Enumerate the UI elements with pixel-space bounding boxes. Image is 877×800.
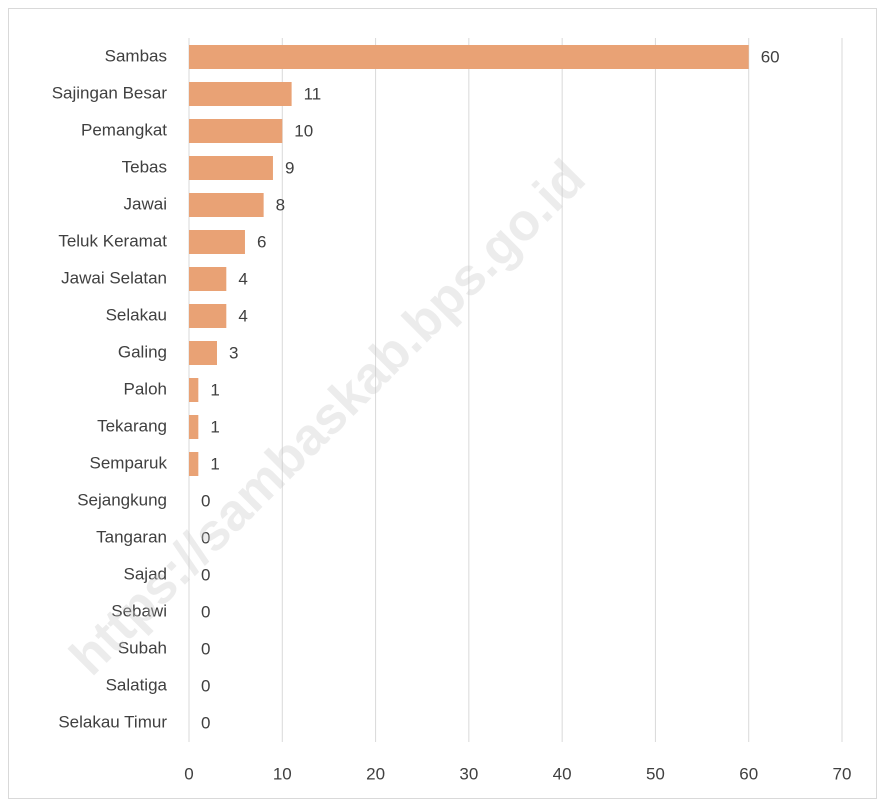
bar (189, 82, 292, 106)
y-tick-label: Jawai (124, 194, 167, 213)
data-label: 11 (304, 84, 322, 103)
data-label: 0 (201, 602, 210, 621)
y-tick-label: Semparuk (90, 453, 168, 472)
bar (189, 415, 199, 439)
y-tick-label: Sajad (124, 564, 167, 583)
x-tick-label: 20 (366, 764, 385, 783)
data-label: 0 (201, 565, 210, 584)
data-label: 0 (201, 713, 210, 732)
data-label: 1 (210, 454, 219, 473)
y-tick-label: Tekarang (97, 416, 167, 435)
y-tick-label: Selakau (106, 305, 167, 324)
y-tick-label: Pemangkat (81, 120, 167, 139)
data-label: 0 (201, 676, 210, 695)
x-tick-label: 30 (459, 764, 478, 783)
chart-border (8, 8, 877, 799)
y-tick-label: Galing (118, 342, 167, 361)
y-tick-label: Sebawi (111, 601, 167, 620)
y-tick-label: Tangaran (96, 527, 167, 546)
bar (189, 452, 199, 476)
x-tick-label: 40 (553, 764, 572, 783)
x-tick-label: 60 (739, 764, 758, 783)
y-tick-label: Teluk Keramat (58, 231, 167, 250)
bar (189, 230, 245, 254)
x-tick-label: 70 (833, 764, 852, 783)
y-tick-label: Salatiga (106, 675, 168, 694)
data-label: 1 (210, 417, 219, 436)
y-tick-label: Jawai Selatan (61, 268, 167, 287)
bar (189, 119, 283, 143)
bar (189, 304, 227, 328)
bar (189, 156, 273, 180)
y-tick-label: Subah (118, 638, 167, 657)
data-label: 4 (238, 269, 247, 288)
y-tick-label: Paloh (124, 379, 167, 398)
data-label: 3 (229, 343, 238, 362)
data-label: 0 (201, 528, 210, 547)
bar (189, 378, 199, 402)
data-label: 9 (285, 158, 294, 177)
data-label: 1 (210, 380, 219, 399)
y-tick-label: Sambas (105, 46, 167, 65)
y-tick-label: Tebas (122, 157, 167, 176)
data-label: 6 (257, 232, 266, 251)
data-label: 10 (294, 121, 313, 140)
data-label: 60 (761, 47, 780, 66)
bar (189, 341, 217, 365)
bar (189, 45, 749, 69)
data-label: 8 (276, 195, 285, 214)
bar (189, 193, 264, 217)
data-label: 4 (238, 306, 247, 325)
y-tick-label: Sajingan Besar (52, 83, 168, 102)
y-tick-label: Selakau Timur (58, 712, 167, 731)
x-tick-label: 50 (646, 764, 665, 783)
data-label: 0 (201, 491, 210, 510)
data-label: 0 (201, 639, 210, 658)
x-tick-label: 0 (184, 764, 193, 783)
bar (189, 267, 227, 291)
y-tick-label: Sejangkung (77, 490, 167, 509)
x-tick-label: 10 (273, 764, 292, 783)
